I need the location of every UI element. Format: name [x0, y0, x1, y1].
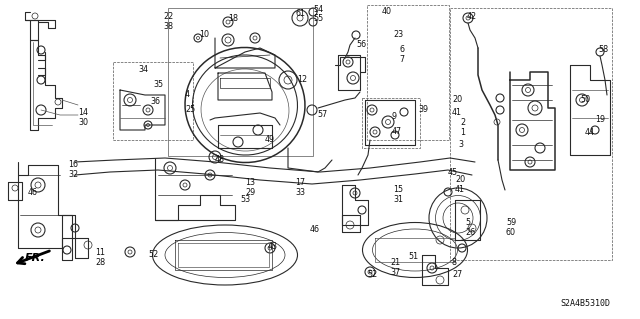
Text: 18: 18: [228, 14, 238, 23]
Text: 61: 61: [296, 9, 306, 18]
Text: 51: 51: [408, 252, 418, 261]
Bar: [367, 5, 449, 140]
Text: 56: 56: [356, 40, 366, 49]
Text: 25: 25: [185, 105, 195, 114]
Text: 59
60: 59 60: [506, 218, 516, 237]
Text: FR.: FR.: [24, 253, 45, 263]
Text: 46: 46: [310, 225, 320, 234]
Text: 16
32: 16 32: [68, 160, 78, 179]
Text: 30: 30: [78, 118, 88, 127]
Text: 22
38: 22 38: [163, 12, 173, 31]
Text: 2: 2: [460, 118, 465, 127]
Text: 42: 42: [467, 12, 477, 21]
Text: 52: 52: [148, 250, 158, 259]
Text: 21
37: 21 37: [390, 258, 400, 278]
Text: 39: 39: [418, 105, 428, 114]
Text: 44: 44: [585, 128, 595, 137]
Text: 1: 1: [460, 128, 465, 137]
Text: 6: 6: [399, 45, 404, 54]
Bar: [113, 62, 193, 140]
Text: 41: 41: [452, 108, 462, 117]
Text: 46: 46: [28, 188, 38, 197]
Text: 20
41: 20 41: [455, 175, 465, 194]
Text: 5
26: 5 26: [465, 218, 475, 237]
Text: 57: 57: [317, 110, 327, 119]
Text: 45: 45: [448, 168, 458, 177]
Text: 13
29: 13 29: [245, 178, 255, 197]
Text: 48: 48: [215, 155, 225, 164]
Text: 3: 3: [458, 140, 463, 149]
Text: 23: 23: [393, 30, 403, 39]
Text: 19: 19: [595, 115, 605, 124]
Text: 7: 7: [399, 55, 404, 64]
Text: 36: 36: [150, 97, 160, 106]
Text: S2A4B5310D: S2A4B5310D: [560, 299, 610, 308]
Text: 20: 20: [452, 95, 462, 104]
Text: 50: 50: [580, 95, 590, 104]
Text: 40: 40: [382, 7, 392, 16]
Text: 34: 34: [138, 65, 148, 74]
Text: 52: 52: [367, 270, 377, 279]
Text: 12: 12: [297, 75, 307, 84]
Text: 17
33: 17 33: [295, 178, 305, 197]
Text: 43: 43: [268, 242, 278, 251]
Text: 4: 4: [185, 90, 190, 99]
Text: 58: 58: [598, 45, 608, 54]
Text: 49: 49: [265, 135, 275, 144]
Text: 11
28: 11 28: [95, 248, 105, 267]
Bar: [450, 8, 612, 260]
Text: 55: 55: [313, 14, 323, 23]
Text: 15
31: 15 31: [393, 185, 403, 204]
Text: 8: 8: [452, 258, 457, 267]
Bar: [168, 8, 313, 156]
Text: 35: 35: [153, 80, 163, 89]
Text: 27: 27: [452, 270, 462, 279]
Text: 9: 9: [392, 112, 397, 121]
Text: 14: 14: [78, 108, 88, 117]
Text: 47: 47: [392, 127, 402, 136]
Bar: [362, 98, 420, 148]
Text: 10: 10: [199, 30, 209, 39]
Text: 54: 54: [313, 5, 323, 14]
Text: 53: 53: [240, 195, 250, 204]
